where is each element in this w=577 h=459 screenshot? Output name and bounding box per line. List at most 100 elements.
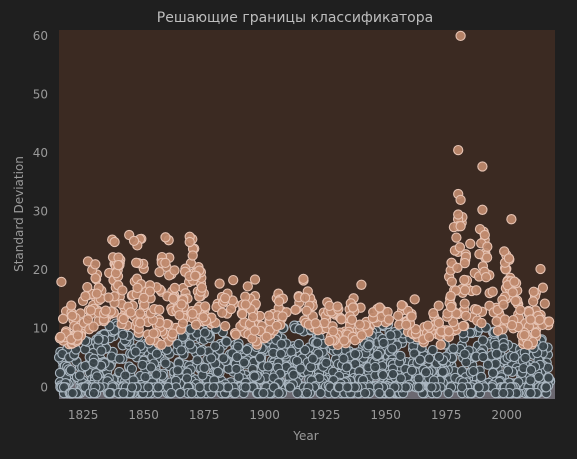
low-data-point	[413, 382, 424, 393]
high-data-point	[174, 310, 185, 321]
high-data-point	[452, 262, 463, 274]
high-data-point	[332, 301, 343, 312]
high-data-point	[459, 298, 470, 309]
low-data-point	[88, 387, 100, 399]
low-data-point	[172, 365, 183, 376]
low-data-point	[378, 337, 389, 349]
low-data-point	[461, 357, 472, 368]
high-data-point	[118, 313, 129, 325]
low-data-point	[498, 342, 509, 353]
y-tick-label: 0	[40, 380, 48, 394]
high-data-point	[138, 292, 149, 304]
low-data-point	[372, 349, 383, 361]
high-data-point	[273, 296, 285, 307]
low-data-point	[414, 354, 426, 365]
high-data-point	[125, 307, 136, 318]
high-data-point	[433, 300, 444, 311]
high-data-point	[113, 259, 124, 271]
high-data-point	[214, 278, 225, 289]
high-data-point	[290, 304, 301, 315]
low-data-point	[465, 387, 476, 399]
high-data-point	[492, 325, 504, 337]
low-data-point	[299, 344, 311, 356]
y-tick-label: 40	[33, 146, 48, 160]
low-data-point	[118, 329, 129, 340]
low-data-point	[305, 361, 316, 373]
high-data-point	[491, 316, 502, 327]
low-data-point	[88, 357, 99, 369]
low-data-point	[498, 387, 509, 399]
high-data-point	[198, 312, 209, 323]
y-tick-label: 20	[33, 263, 48, 277]
low-data-point	[74, 370, 85, 381]
high-data-point	[169, 282, 180, 294]
low-data-point	[338, 353, 349, 364]
high-data-point	[160, 257, 171, 269]
low-data-point	[118, 387, 129, 399]
high-data-point	[328, 326, 339, 337]
high-data-point	[176, 299, 187, 310]
high-data-point	[310, 318, 321, 329]
low-data-point	[456, 382, 468, 393]
low-data-point	[363, 340, 374, 351]
high-data-point	[135, 317, 146, 328]
high-data-point	[471, 285, 482, 296]
low-data-point	[409, 348, 420, 359]
low-data-point	[258, 387, 269, 399]
high-data-point	[117, 285, 128, 296]
y-tick-label: 10	[33, 322, 48, 336]
high-data-point	[169, 265, 180, 276]
high-data-point	[454, 242, 466, 253]
high-data-point	[509, 276, 520, 287]
low-data-point	[538, 341, 549, 352]
high-data-point	[324, 335, 335, 347]
x-tick-label: 1925	[310, 408, 341, 422]
low-data-point	[91, 371, 103, 382]
low-data-point	[426, 382, 437, 393]
low-data-point	[176, 345, 187, 356]
high-data-point	[336, 314, 347, 325]
high-data-point	[247, 311, 259, 323]
high-data-point	[374, 302, 385, 313]
low-data-point	[387, 343, 398, 354]
low-data-point	[473, 382, 484, 393]
high-data-point	[80, 291, 91, 302]
low-data-point	[232, 341, 244, 352]
low-data-point	[126, 382, 138, 393]
low-data-point	[525, 364, 537, 376]
low-data-point	[160, 358, 171, 369]
low-data-point	[413, 373, 424, 384]
low-data-point	[208, 382, 219, 393]
high-data-point	[154, 266, 165, 278]
low-data-point	[433, 351, 445, 363]
high-data-point	[476, 317, 487, 329]
low-data-point	[96, 345, 107, 356]
high-data-point	[156, 339, 167, 350]
low-data-point	[525, 387, 536, 399]
high-data-point	[445, 290, 456, 302]
high-data-point	[347, 302, 359, 313]
low-data-point	[199, 362, 210, 374]
low-data-point	[192, 355, 203, 366]
high-data-point	[91, 288, 102, 299]
low-data-point	[350, 348, 361, 360]
low-data-point	[487, 367, 499, 379]
high-data-point	[528, 286, 539, 297]
low-data-point	[541, 382, 552, 393]
high-data-point	[249, 274, 261, 285]
low-data-point	[509, 351, 520, 363]
high-data-point	[66, 300, 77, 311]
high-data-point	[148, 328, 159, 339]
high-data-point	[82, 281, 93, 293]
high-data-point	[237, 308, 248, 320]
low-data-point	[181, 373, 193, 384]
low-data-point	[478, 351, 489, 363]
high-data-point	[88, 321, 99, 332]
high-data-point	[217, 307, 228, 318]
high-data-point	[534, 314, 545, 325]
high-data-point	[482, 241, 493, 252]
high-data-point	[240, 299, 251, 310]
high-data-point	[535, 263, 546, 275]
